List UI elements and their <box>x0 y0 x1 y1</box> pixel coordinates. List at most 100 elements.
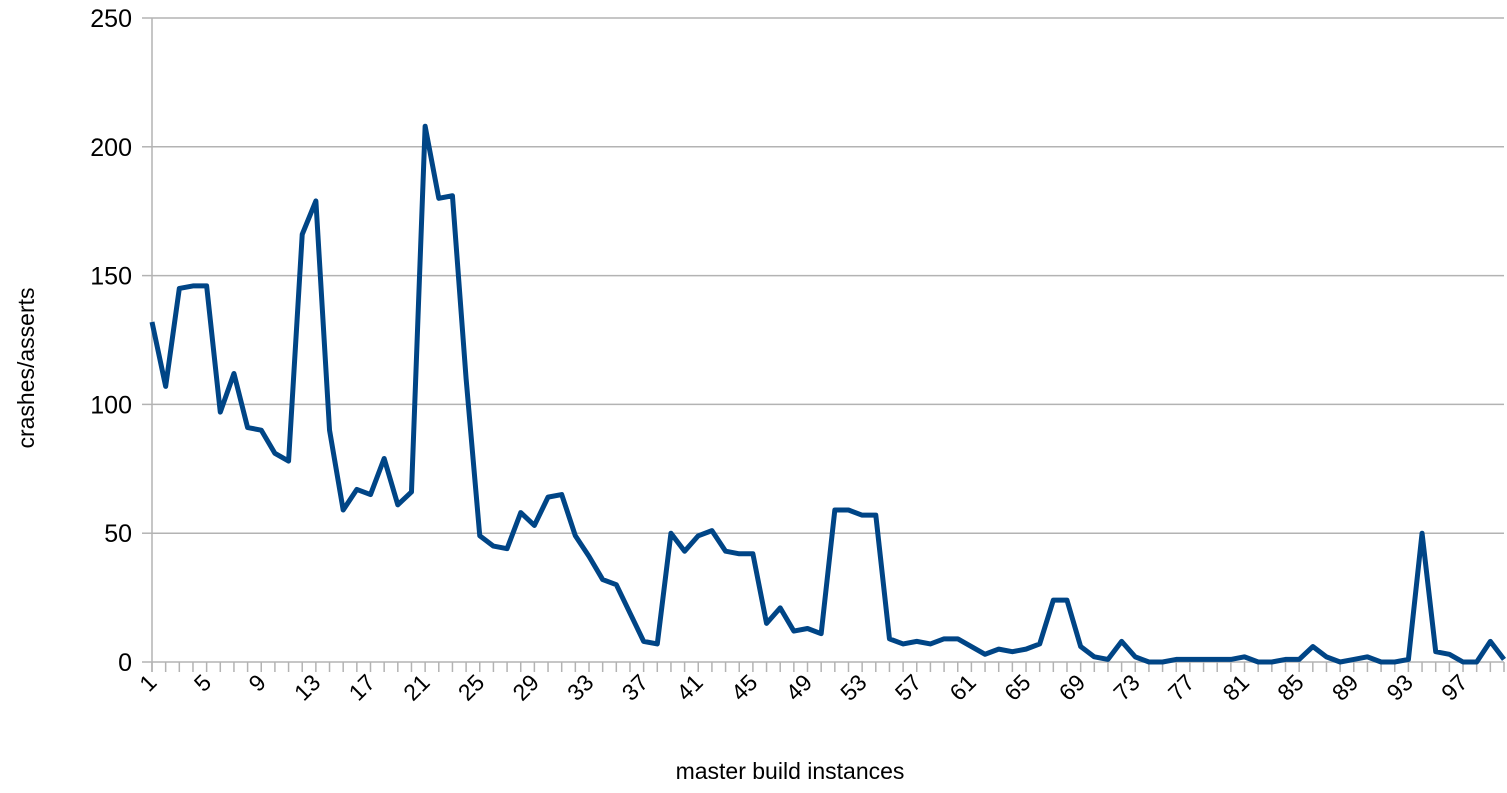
x-tick-label: 93 <box>1381 669 1417 705</box>
data-point <box>532 523 536 527</box>
x-tick-label: 97 <box>1436 669 1472 705</box>
data-point <box>314 199 318 203</box>
y-tick-label: 150 <box>90 263 132 291</box>
y-tick-label: 0 <box>118 649 132 677</box>
data-point <box>778 606 782 610</box>
data-point <box>1106 657 1110 661</box>
data-point <box>1393 660 1397 664</box>
data-point <box>846 508 850 512</box>
x-tick-label: 57 <box>890 669 926 705</box>
data-point <box>737 552 741 556</box>
data-point <box>1283 657 1287 661</box>
x-tick-label: 21 <box>398 669 434 705</box>
x-tick-label: 81 <box>1218 669 1254 705</box>
data-point <box>1461 660 1465 664</box>
data-point <box>1420 531 1424 535</box>
data-point <box>218 410 222 414</box>
data-point <box>614 583 618 587</box>
x-axis-title: master build instances <box>676 758 905 784</box>
x-tick-label: 45 <box>726 669 762 705</box>
data-point <box>806 627 810 631</box>
x-tick-label: 77 <box>1163 669 1199 705</box>
data-point <box>928 642 932 646</box>
x-tick-label: 61 <box>944 669 980 705</box>
data-point <box>765 621 769 625</box>
x-tick-label: 89 <box>1327 669 1363 705</box>
data-point <box>246 426 250 430</box>
data-point <box>546 495 550 499</box>
data-point <box>1270 660 1274 664</box>
data-point <box>382 456 386 460</box>
data-point <box>1297 657 1301 661</box>
data-point <box>1215 657 1219 661</box>
data-point <box>819 632 823 636</box>
x-tick-label: 65 <box>999 669 1035 705</box>
data-point <box>300 232 304 236</box>
data-point <box>655 642 659 646</box>
data-point <box>491 544 495 548</box>
data-point <box>1229 657 1233 661</box>
data-point <box>969 645 973 649</box>
gridlines <box>142 17 1504 663</box>
data-point <box>751 552 755 556</box>
data-point <box>519 511 523 515</box>
data-point <box>942 637 946 641</box>
data-point <box>1434 650 1438 654</box>
data-point <box>1065 598 1069 602</box>
x-tick-label: 17 <box>344 669 380 705</box>
data-point <box>983 652 987 656</box>
data-point <box>1051 598 1055 602</box>
data-point <box>1010 650 1014 654</box>
data-point <box>287 459 291 463</box>
x-tick-label: 53 <box>835 669 871 705</box>
data-point <box>956 637 960 641</box>
data-point <box>628 611 632 615</box>
data-point <box>1243 655 1247 659</box>
data-point <box>1502 657 1506 661</box>
data-point <box>191 284 195 288</box>
data-point <box>1406 657 1410 661</box>
x-tick-label: 85 <box>1272 669 1308 705</box>
data-point <box>642 639 646 643</box>
data-point <box>833 508 837 512</box>
x-tick-label: 49 <box>781 669 817 705</box>
data-point <box>792 629 796 633</box>
data-point <box>1161 660 1165 664</box>
y-tick-label: 250 <box>90 5 132 33</box>
data-point <box>860 513 864 517</box>
x-tick-label: 69 <box>1054 669 1090 705</box>
y-tick-label: 50 <box>104 520 132 548</box>
data-point <box>409 490 413 494</box>
data-point <box>1038 642 1042 646</box>
x-tick-label: 5 <box>189 669 216 696</box>
data-point <box>341 508 345 512</box>
data-point <box>1488 639 1492 643</box>
data-point <box>696 534 700 538</box>
data-point <box>396 503 400 507</box>
data-point <box>1174 657 1178 661</box>
data-point <box>437 196 441 200</box>
series-line <box>149 123 1506 665</box>
data-point <box>205 284 209 288</box>
x-tick-label: 29 <box>507 669 543 705</box>
data-point <box>874 513 878 517</box>
data-point <box>560 493 564 497</box>
data-point <box>1324 655 1328 659</box>
data-point <box>1079 645 1083 649</box>
data-point <box>355 487 359 491</box>
data-point <box>150 320 154 324</box>
data-point <box>901 642 905 646</box>
data-point <box>505 547 509 551</box>
data-point <box>669 531 673 535</box>
x-tick-labels: 1 5 9 13 17 21 25 29 33 37 41 45 49 53 57 61 65 69 73 77 81 8… <box>134 669 1472 705</box>
data-point <box>232 371 236 375</box>
series-layer <box>149 123 1506 665</box>
data-point <box>887 637 891 641</box>
data-point <box>1311 645 1315 649</box>
data-point <box>710 529 714 533</box>
data-point <box>1338 660 1342 664</box>
x-tick-label: 1 <box>134 669 161 696</box>
data-point <box>1352 657 1356 661</box>
